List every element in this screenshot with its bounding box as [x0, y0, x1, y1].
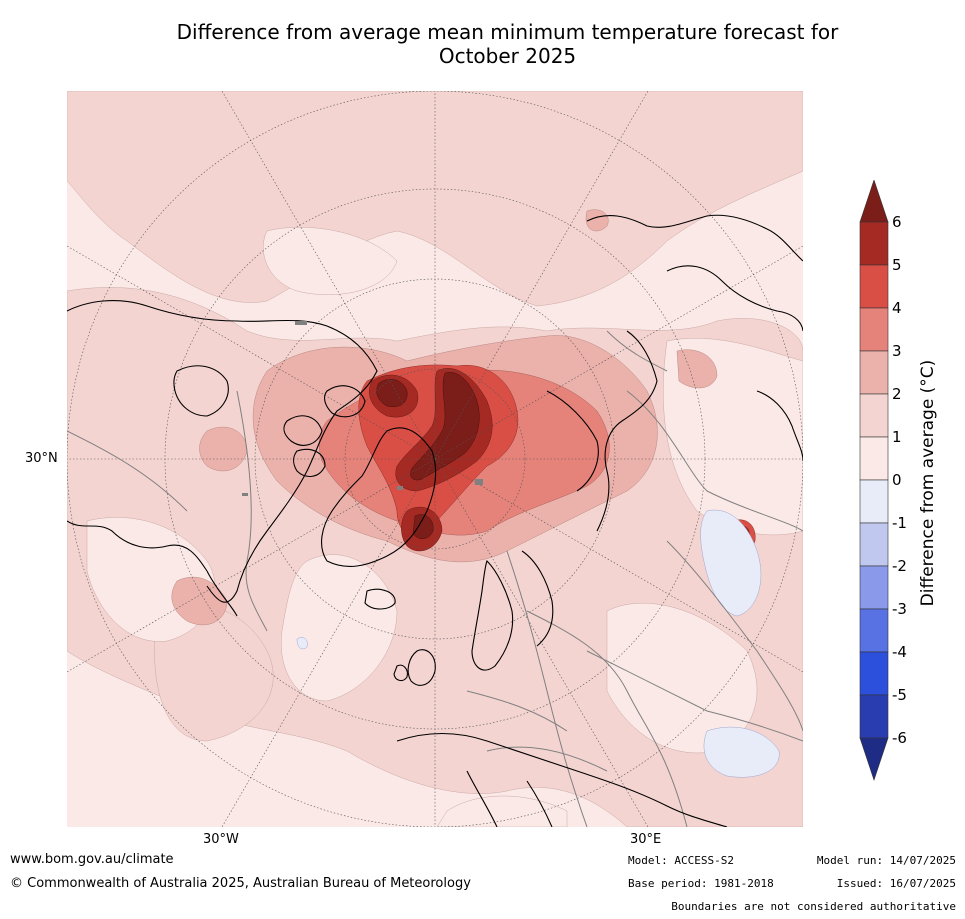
- model-run-info: Model run: 14/07/2025: [816, 854, 956, 867]
- colorbar-tick-label: 0: [892, 471, 902, 489]
- forecast-map: [67, 91, 803, 827]
- colorbar-segment: [859, 350, 889, 395]
- colorbar-tick-label: -1: [892, 514, 907, 532]
- colorbar-segments: [859, 180, 889, 781]
- graticule: [67, 91, 803, 827]
- ice-patches: [242, 321, 483, 496]
- colorbar-tick-label: 3: [892, 342, 902, 360]
- anomaly-gt6-region: [376, 372, 480, 539]
- colorbar-tick-label: 2: [892, 385, 902, 403]
- website-link[interactable]: www.bom.gov.au/climate: [10, 852, 174, 867]
- colorbar-tick-label: 6: [892, 213, 902, 231]
- boundary-disclaimer: Boundaries are not considered authoritat…: [671, 900, 956, 913]
- title-line-2: October 2025: [438, 44, 577, 68]
- colorbar-segment: [859, 565, 889, 610]
- copyright-text: © Commonwealth of Australia 2025, Austra…: [10, 876, 471, 891]
- colorbar-segment: [859, 694, 889, 739]
- title-line-1: Difference from average mean minimum tem…: [176, 20, 839, 44]
- colorbar-segment: [859, 608, 889, 653]
- longitude-label-30e: 30°E: [630, 832, 662, 847]
- colorbar: [859, 180, 889, 781]
- colorbar-tick-label: -5: [892, 686, 907, 704]
- colorbar-segment: [859, 651, 889, 696]
- colorbar-segment: [859, 221, 889, 266]
- longitude-label-30w: 30°W: [203, 832, 239, 847]
- colorbar-segment: [859, 436, 889, 481]
- colorbar-tick-label: -3: [892, 600, 907, 618]
- colorbar-segment: [859, 479, 889, 524]
- model-info: Model: ACCESS-S2: [628, 854, 734, 867]
- colorbar-tick-label: -4: [892, 643, 907, 661]
- issued-info: Issued: 16/07/2025: [836, 877, 956, 890]
- colorbar-extend-low: [859, 737, 889, 781]
- colorbar-segment: [859, 307, 889, 352]
- colorbar-segment: [859, 393, 889, 438]
- country-boundaries: [67, 330, 803, 827]
- colorbar-segment: [859, 522, 889, 567]
- coastlines: [67, 214, 803, 827]
- colorbar-tick-label: 5: [892, 256, 902, 274]
- colorbar-tick-label: -6: [892, 729, 907, 747]
- latitude-label-30n: 30°N: [25, 451, 58, 466]
- colorbar-segment: [859, 264, 889, 309]
- colorbar-title: Difference from average (°C): [918, 359, 938, 607]
- base-period-info: Base period: 1981-2018: [628, 877, 774, 890]
- chart-title: Difference from average mean minimum tem…: [0, 20, 965, 68]
- colorbar-extend-high: [859, 180, 889, 223]
- negative-anomaly-patches: [296, 509, 780, 778]
- colorbar-tick-label: 4: [892, 299, 902, 317]
- colorbar-tick-label: 1: [892, 428, 902, 446]
- colorbar-tick-label: -2: [892, 557, 907, 575]
